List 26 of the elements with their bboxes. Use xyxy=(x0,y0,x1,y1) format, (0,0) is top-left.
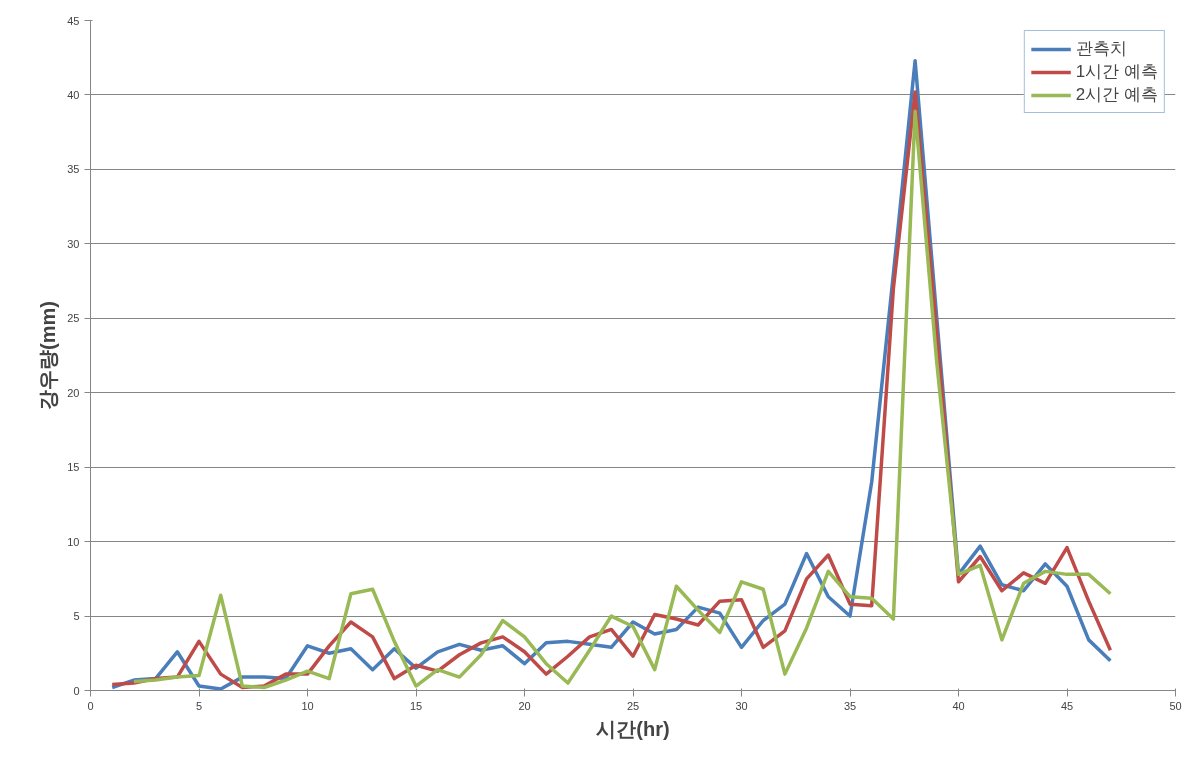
x-tick-label: 35 xyxy=(843,699,857,712)
legend-label: 2시간 예측 xyxy=(1075,84,1158,106)
y-tick-label: 0 xyxy=(73,684,80,697)
x-tick-label: 25 xyxy=(626,699,640,712)
y-tick-label: 35 xyxy=(67,163,80,176)
x-axis-title: 시간(hr) xyxy=(596,717,670,740)
y-tick-label: 5 xyxy=(73,610,80,623)
y-tick-label: 15 xyxy=(67,461,80,474)
x-tick-label: 15 xyxy=(409,699,423,712)
x-tick-label: 50 xyxy=(1169,699,1182,712)
x-tick-label: 40 xyxy=(952,699,965,712)
y-tick-label: 30 xyxy=(67,237,80,250)
y-axis-title: 강우량(mm) xyxy=(37,301,60,410)
legend-label: 1시간 예측 xyxy=(1075,61,1158,83)
y-tick-label: 20 xyxy=(67,386,80,399)
legend-label: 관측치 xyxy=(1075,38,1127,60)
x-tick-label: 5 xyxy=(195,699,203,712)
x-tick-label: 20 xyxy=(518,699,531,712)
y-tick-label: 45 xyxy=(67,14,80,27)
x-tick-label: 10 xyxy=(301,699,314,712)
x-tick-label: 0 xyxy=(87,699,94,712)
y-tick-label: 10 xyxy=(67,535,80,548)
x-tick-label: 45 xyxy=(1060,699,1074,712)
x-tick-label: 30 xyxy=(735,699,748,712)
y-tick-label: 40 xyxy=(67,88,80,101)
y-tick-label: 25 xyxy=(67,312,80,325)
